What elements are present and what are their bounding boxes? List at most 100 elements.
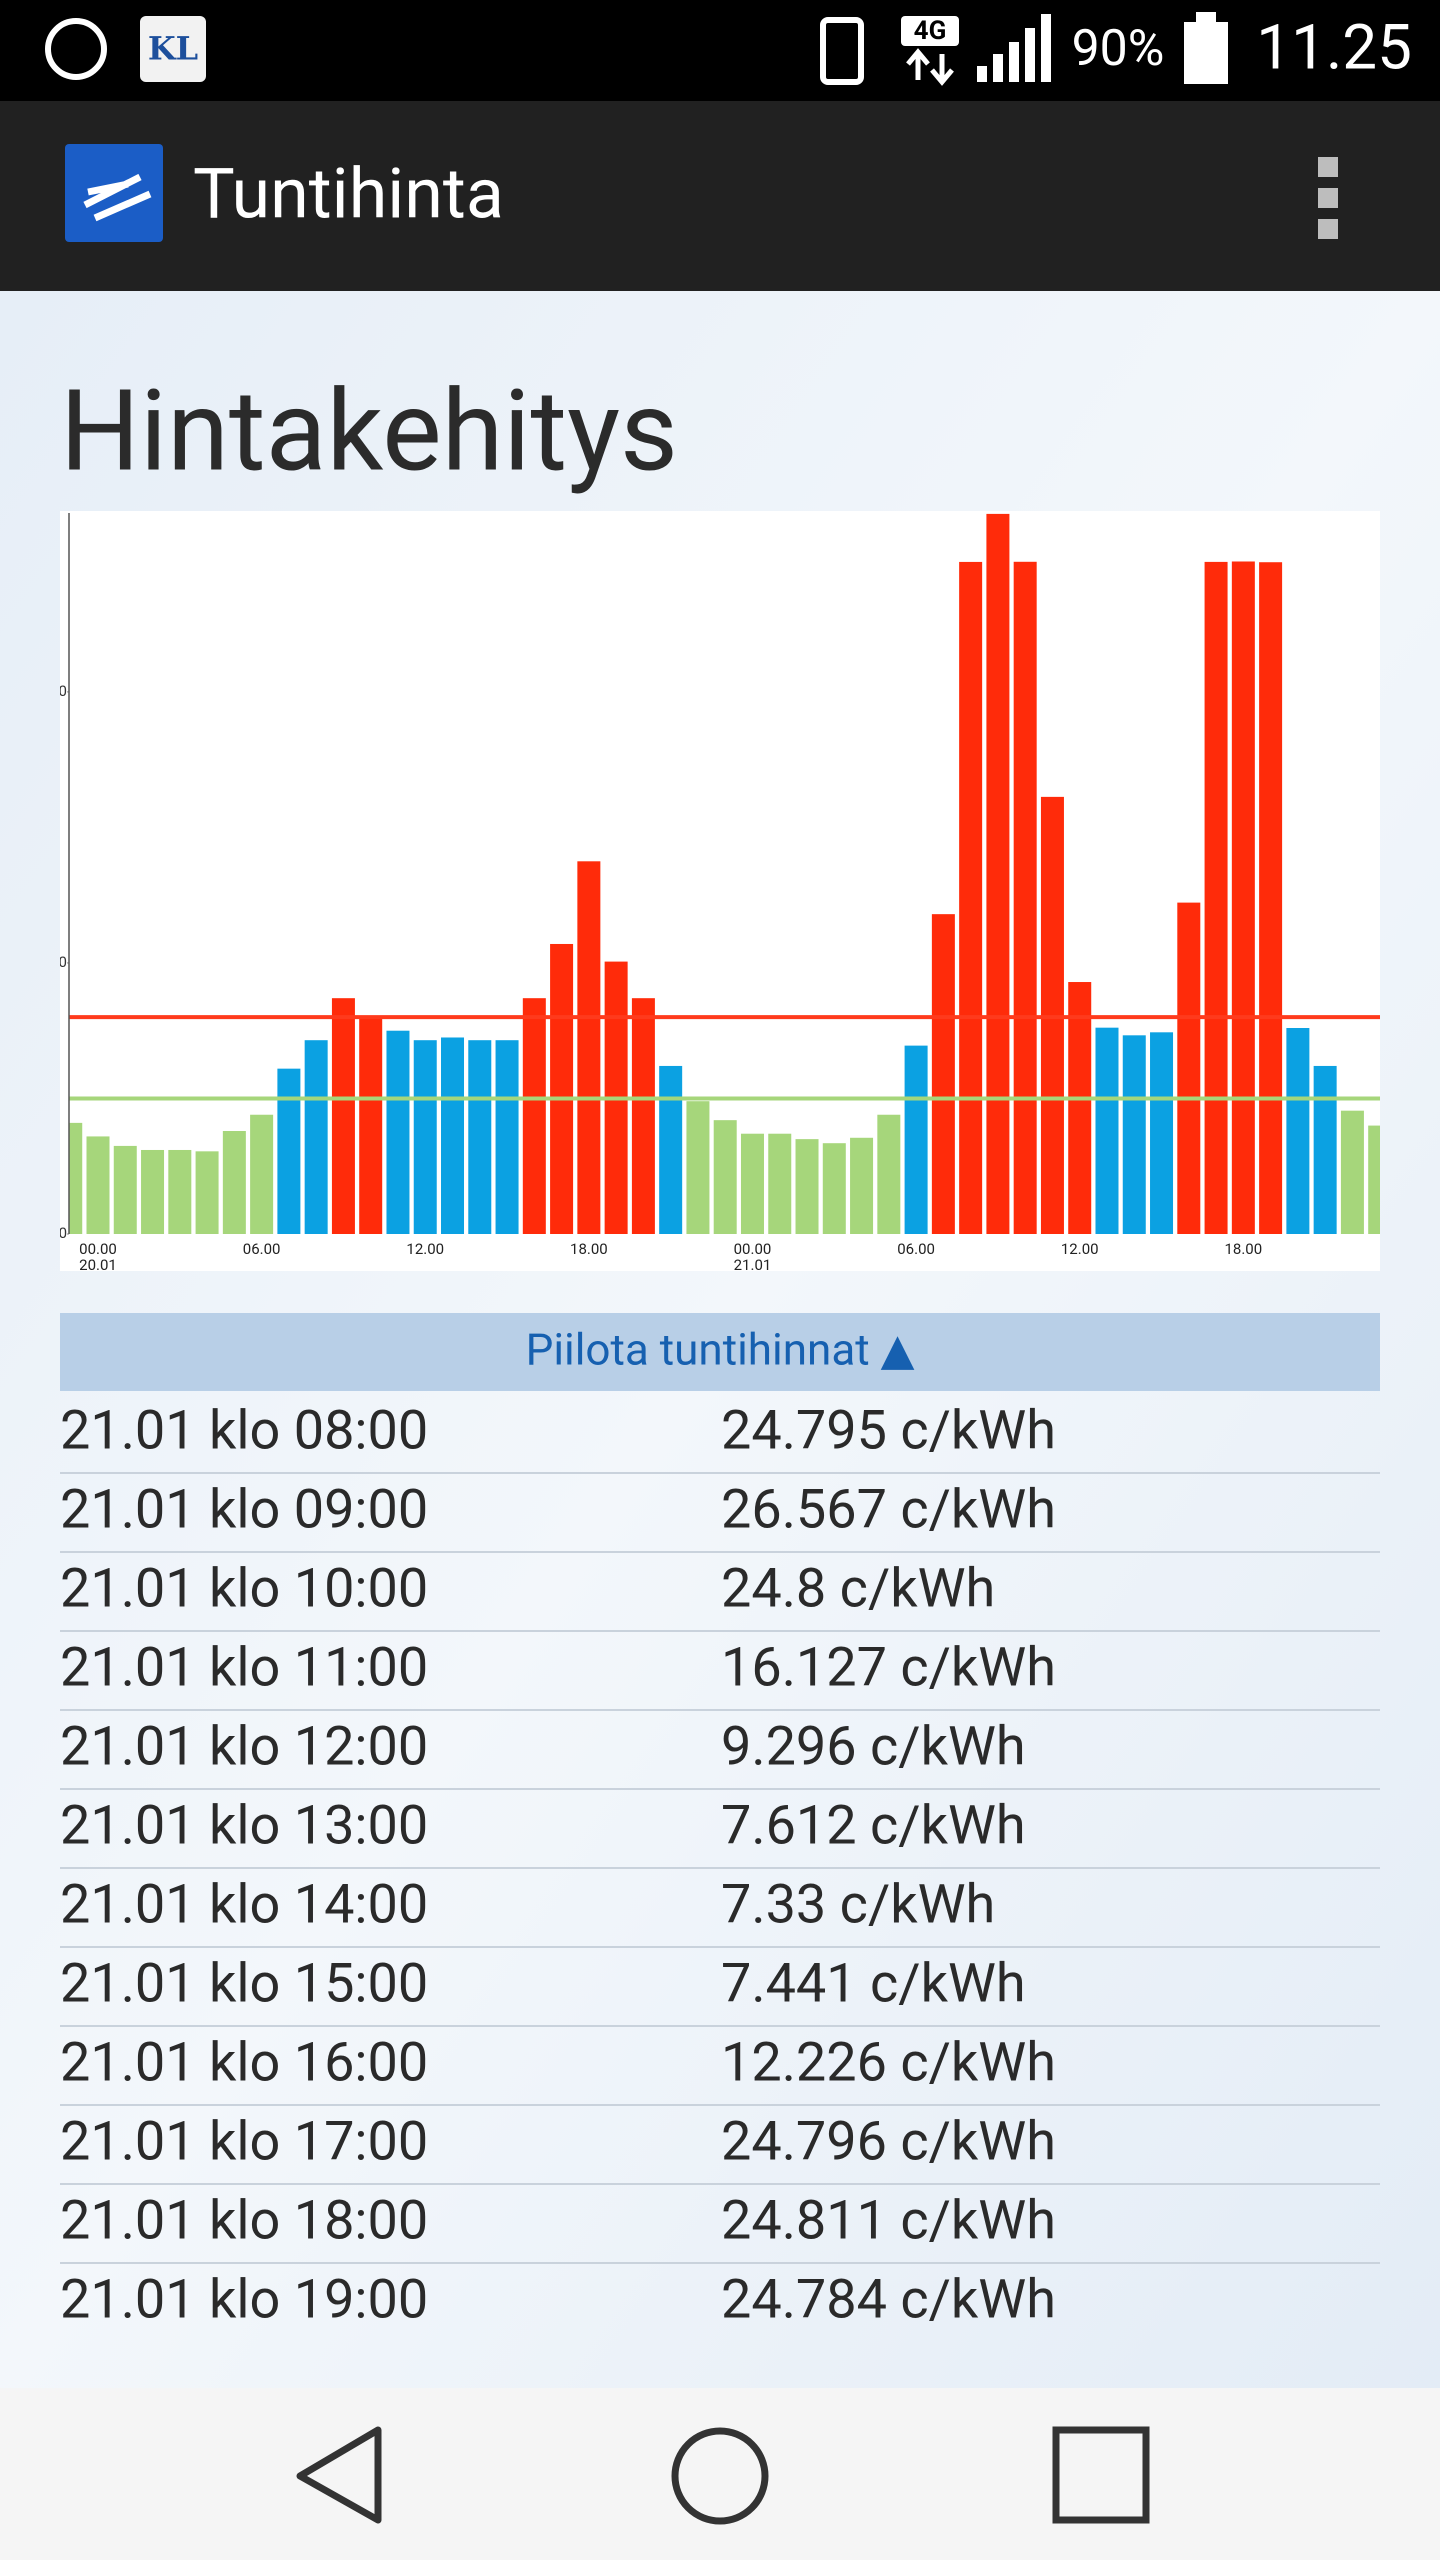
row-time: 21.01 klo 10:00 — [60, 1557, 428, 1620]
row-time: 21.01 klo 14:00 — [60, 1873, 428, 1936]
x-tick-sublabel: 21.01 — [734, 1256, 772, 1274]
bar — [904, 1045, 928, 1234]
bar — [113, 1145, 137, 1234]
battery-tip — [1196, 12, 1216, 22]
row-time: 21.01 klo 09:00 — [60, 1478, 428, 1541]
bar — [822, 1143, 846, 1234]
row-price: 16.127 c/kWh — [721, 1636, 1056, 1699]
bar — [495, 1040, 519, 1234]
bar — [1259, 562, 1283, 1234]
bar — [631, 998, 655, 1234]
bar — [1013, 561, 1037, 1234]
y-tick-label: 0 — [59, 1224, 67, 1242]
bar — [386, 1030, 410, 1234]
bar — [1313, 1065, 1337, 1234]
bar — [659, 1065, 683, 1234]
bar — [141, 1149, 165, 1234]
bar — [577, 861, 601, 1234]
battery-icon — [1184, 22, 1228, 84]
bar — [222, 1131, 246, 1234]
recents-button[interactable] — [1052, 2426, 1150, 2524]
home-button[interactable] — [671, 2427, 769, 2525]
row-price: 24.8 c/kWh — [721, 1557, 995, 1620]
row-time: 21.01 klo 17:00 — [60, 2110, 428, 2173]
bar — [1286, 1028, 1310, 1234]
row-price: 7.612 c/kWh — [721, 1794, 1026, 1857]
y-tick-label: 10 — [50, 953, 67, 971]
bar — [550, 943, 574, 1234]
badge-text: KL — [148, 30, 198, 68]
row-price: 7.33 c/kWh — [721, 1873, 995, 1936]
x-tick-label: 00.00 — [734, 1240, 772, 1258]
chart: 0102000.0020.0106.0012.0018.0000.0021.01… — [50, 513, 1380, 1274]
back-button[interactable] — [296, 2426, 382, 2524]
bar — [277, 1068, 301, 1234]
bar — [877, 1114, 901, 1234]
row-time: 21.01 klo 08:00 — [60, 1399, 428, 1462]
bar — [1150, 1032, 1174, 1234]
row-time: 21.01 klo 19:00 — [60, 2268, 428, 2331]
bar — [468, 1040, 492, 1234]
x-tick-label: 12.00 — [406, 1240, 444, 1258]
bar — [795, 1139, 819, 1234]
vibrate-icon — [820, 17, 864, 85]
bar — [1095, 1027, 1119, 1234]
bar — [86, 1136, 110, 1234]
clock: 11.25 — [1256, 11, 1412, 84]
bar — [740, 1133, 764, 1234]
toggle-button[interactable] — [60, 1313, 1380, 1391]
row-price: 12.226 c/kWh — [721, 2031, 1056, 2094]
price-table: 21.01 klo 08:00 24.795 c/kWh 21.01 klo 09:… — [60, 1399, 1380, 2331]
bar — [441, 1037, 465, 1234]
bar — [931, 914, 955, 1234]
row-price: 24.795 c/kWh — [721, 1399, 1056, 1462]
row-time: 21.01 klo 16:00 — [60, 2031, 428, 2094]
bar — [168, 1149, 192, 1234]
row-time: 21.01 klo 18:00 — [60, 2189, 428, 2252]
bar — [195, 1151, 219, 1234]
row-time: 21.01 klo 12:00 — [60, 1715, 428, 1778]
bar — [1204, 561, 1228, 1234]
row-price: 7.441 c/kWh — [721, 1952, 1026, 2015]
menu-button[interactable] — [1318, 157, 1338, 239]
badge-icon — [140, 16, 206, 82]
row-price: 24.784 c/kWh — [721, 2268, 1056, 2331]
bar — [1068, 982, 1092, 1234]
row-time: 21.01 klo 15:00 — [60, 1952, 428, 2015]
app-title: Tuntihinta — [193, 153, 504, 235]
x-tick-label: 06.00 — [897, 1240, 935, 1258]
network-badge — [901, 16, 959, 46]
row-time: 21.01 klo 11:00 — [60, 1636, 428, 1699]
x-tick-label: 06.00 — [243, 1240, 281, 1258]
toggle-text[interactable]: Piilota tuntihinnat ▲ — [526, 1324, 915, 1376]
y-tick-labels: 0 10 20 — [50, 682, 67, 1242]
bar — [959, 561, 983, 1234]
nav-bar — [0, 2388, 1440, 2560]
bar — [850, 1137, 874, 1234]
bar — [250, 1114, 274, 1234]
heading: Hintakehitys — [60, 367, 678, 498]
y-tick-label: 20 — [50, 682, 67, 700]
bar — [304, 1040, 328, 1234]
bar — [1340, 1110, 1364, 1234]
row-price: 9.296 c/kWh — [721, 1715, 1026, 1778]
app-icon-mark — [83, 173, 152, 222]
row-price: 24.811 c/kWh — [721, 2189, 1056, 2252]
bar — [69, 1122, 83, 1234]
signal-icon — [977, 14, 1051, 82]
x-tick-label: 18.00 — [1224, 1240, 1262, 1258]
battery-text: 90% — [1072, 20, 1165, 78]
bar — [359, 1015, 383, 1234]
app-bar — [0, 101, 1440, 291]
bar — [522, 998, 546, 1234]
bar — [1122, 1035, 1146, 1234]
bar — [768, 1133, 792, 1234]
bar — [1177, 902, 1201, 1234]
x-tick-label: 12.00 — [1061, 1240, 1099, 1258]
bar — [1231, 561, 1255, 1234]
row-price: 24.796 c/kWh — [721, 2110, 1056, 2173]
whatsapp-icon — [45, 18, 107, 80]
bar — [1368, 1125, 1380, 1234]
